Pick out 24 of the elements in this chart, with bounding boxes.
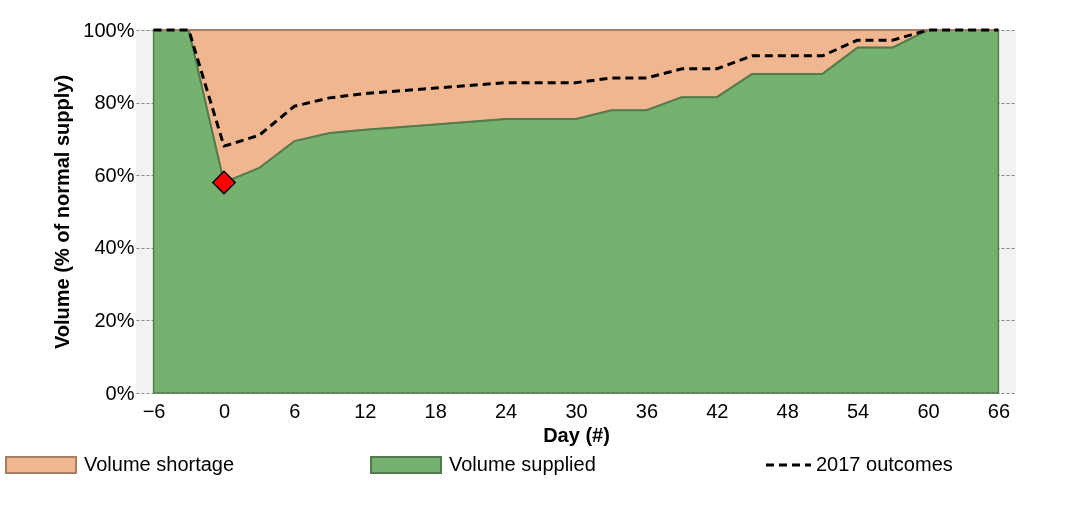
y-tick-label: 80% [94, 91, 135, 114]
x-tick-label: 30 [565, 399, 588, 422]
legend-label: 2017 outcomes [816, 453, 953, 475]
x-tick-label: 36 [635, 399, 659, 422]
y-tick-label: 20% [94, 308, 135, 331]
y-tick-label: 40% [94, 236, 135, 259]
x-tick-label: 6 [289, 399, 301, 422]
x-tick-label: 60 [917, 399, 940, 422]
y-tick-label: 0% [105, 381, 135, 404]
x-tick-label: 0 [218, 399, 231, 422]
x-axis-title: Day (#) [543, 423, 610, 446]
x-tick-label: 24 [494, 399, 518, 422]
x-tick-label: 48 [776, 399, 799, 422]
x-tick-label: 18 [424, 399, 447, 422]
y-tick-label: 100% [83, 18, 135, 41]
x-tick-label: 12 [354, 399, 377, 422]
x-tick-label: −6 [142, 399, 166, 422]
x-tick-label: 42 [706, 399, 729, 422]
legend-label: Volume supplied [449, 453, 596, 475]
x-tick-label: 66 [987, 399, 1011, 422]
legend-label: Volume shortage [84, 453, 235, 475]
x-tick-label: 54 [846, 399, 870, 422]
y-tick-label: 60% [94, 163, 135, 186]
y-axis-title: Volume (% of normal supply) [51, 74, 74, 350]
